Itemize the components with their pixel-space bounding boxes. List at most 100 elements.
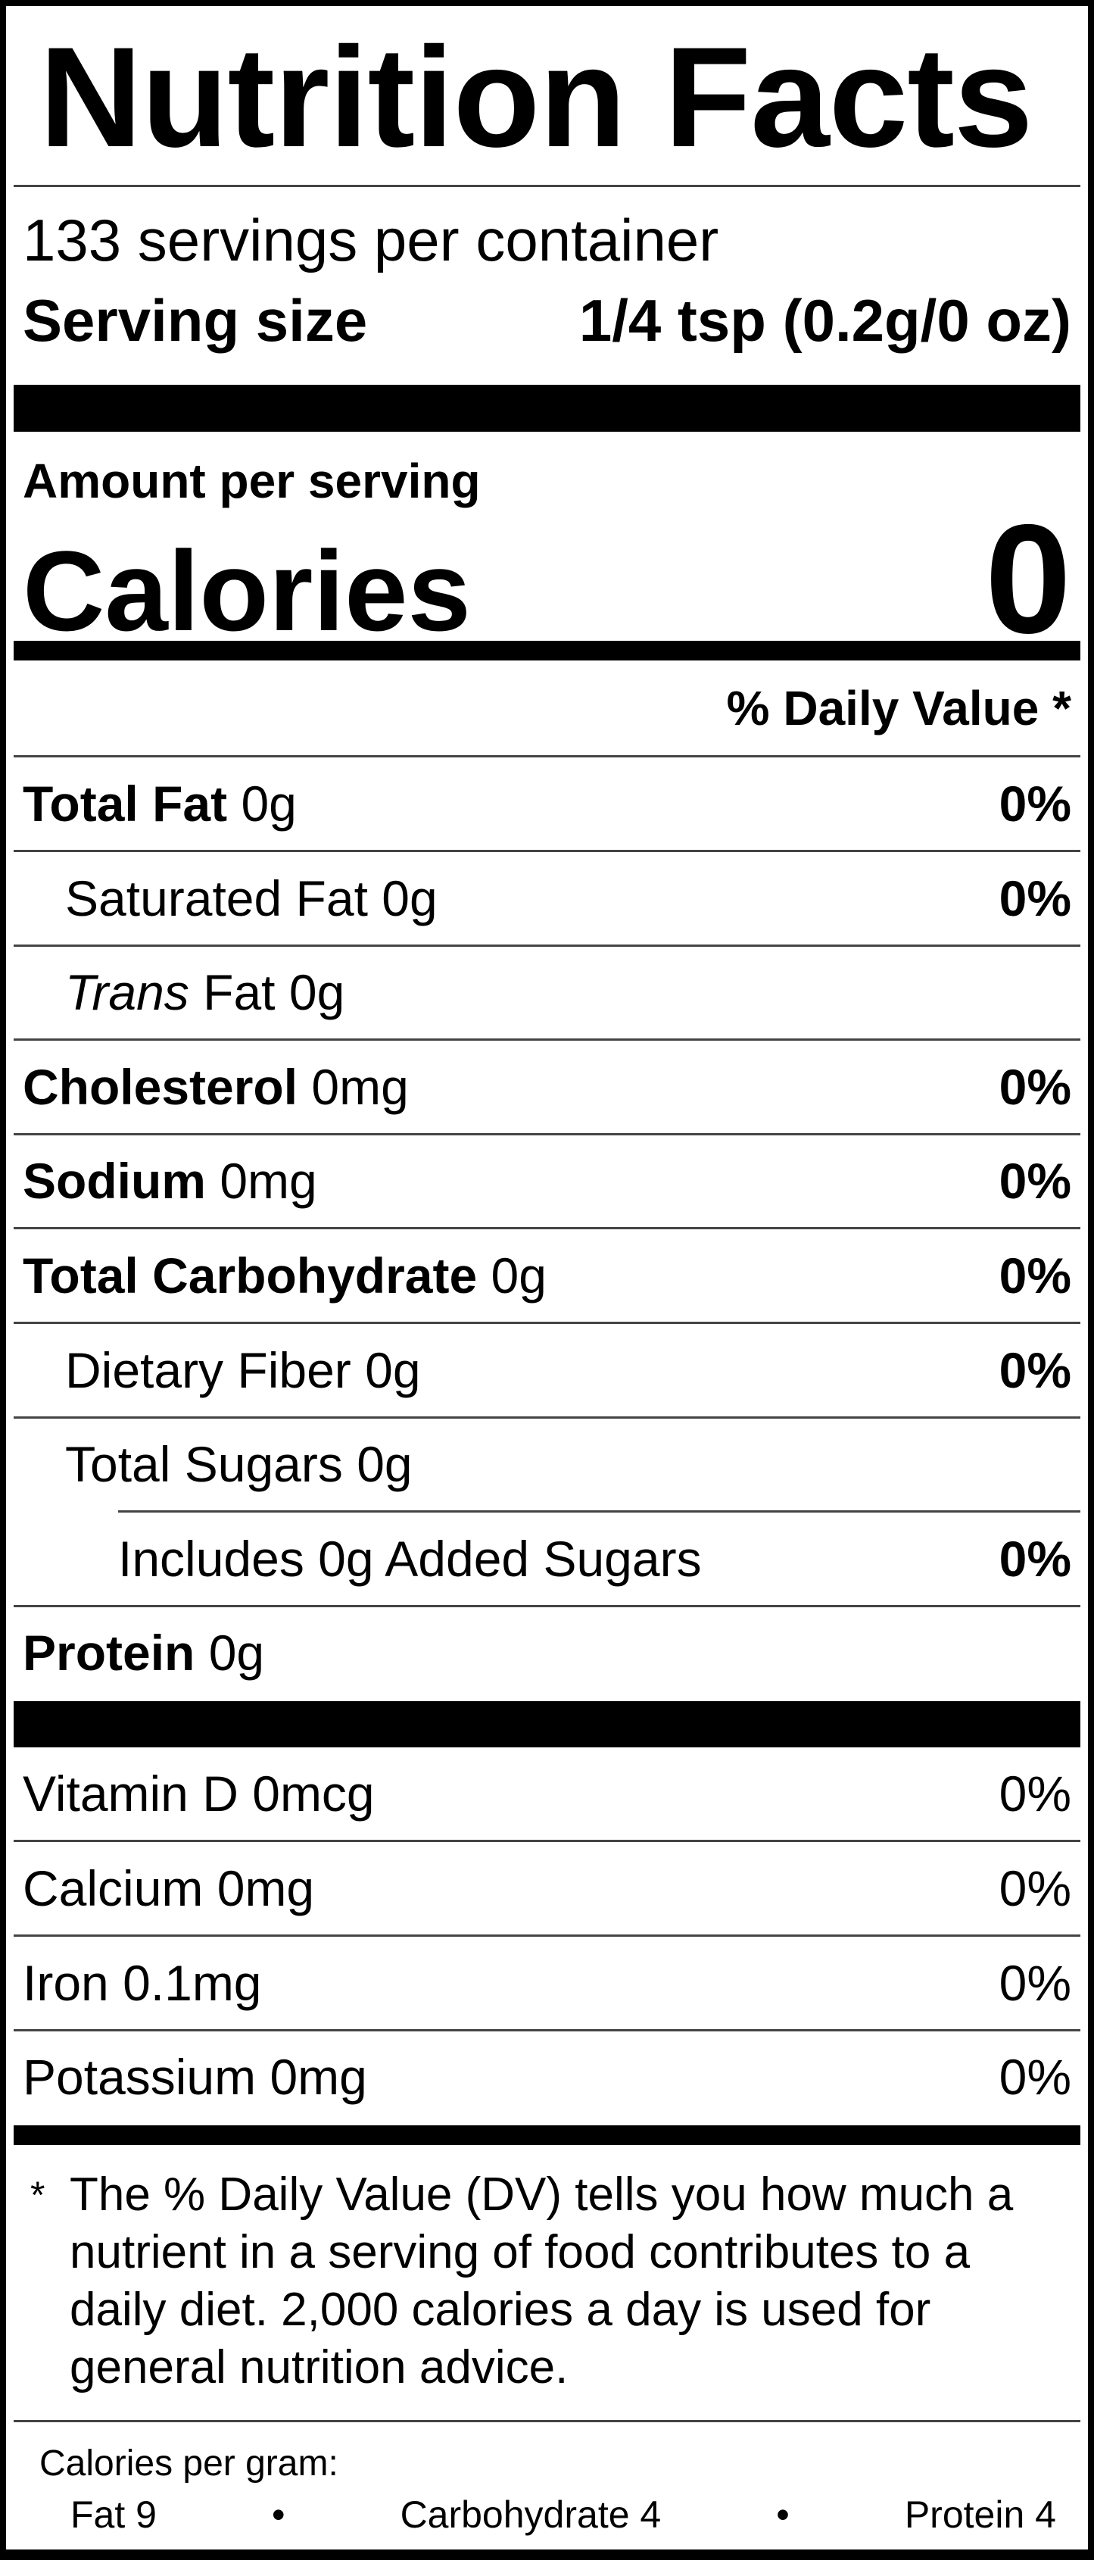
nutrient-name-amount: Trans Fat 0g <box>65 963 344 1021</box>
bullet: • <box>272 2493 285 2536</box>
footnote-asterisk: * <box>30 2174 45 2216</box>
vitamin-name-amount: Vitamin D 0mcg <box>23 1765 375 1822</box>
nutrient-name-amount: Total Fat 0g <box>23 775 297 832</box>
nutrient-name-suffix: Fat <box>203 964 276 1021</box>
nutrient-name-amount: Includes 0g Added Sugars <box>118 1530 702 1588</box>
nutrient-amount: 0g <box>491 1247 547 1304</box>
nutrient-name: Cholesterol <box>23 1058 298 1115</box>
nutrient-name-amount: Cholesterol 0mg <box>23 1058 409 1116</box>
vitamin-name-amount: Calcium 0mg <box>23 1859 314 1917</box>
nutrient-name: Total Fat <box>23 776 228 832</box>
divider <box>14 944 1080 947</box>
nutrient-row: Includes 0g Added Sugars 0% <box>14 1513 1080 1607</box>
nutrient-name: Total Sugars <box>65 1436 343 1493</box>
calories-per-gram-label: Calories per gram: <box>39 2443 338 2484</box>
vitamin-dv: 0% <box>999 2049 1071 2106</box>
serving-size-label: Serving size <box>23 287 368 354</box>
vitamin-row: Vitamin D 0mcg 0% <box>14 1747 1080 1842</box>
protein-calories: Protein 4 <box>904 2493 1056 2536</box>
nutrient-name-amount: Protein 0g <box>23 1624 264 1681</box>
nutrient-row: Protein 0g <box>14 1606 1080 1699</box>
divider <box>14 1604 1080 1607</box>
vitamin-dv: 0% <box>999 1766 1071 1822</box>
nutrient-row: Total Fat 0g 0% <box>14 757 1080 852</box>
calories-label: Calories <box>23 527 471 654</box>
divider <box>14 1322 1080 1324</box>
nutrient-amount: 0g <box>241 776 297 832</box>
vitamin-amount: 0mg <box>270 2049 367 2106</box>
nutrient-row: Cholesterol 0mg 0% <box>14 1041 1080 1135</box>
nutrient-row: Total Carbohydrate 0g 0% <box>14 1229 1080 1324</box>
vitamin-row: Calcium 0mg 0% <box>14 1842 1080 1937</box>
nutrient-dv: 0% <box>999 776 1071 832</box>
divider <box>14 1038 1080 1041</box>
divider <box>14 2028 1080 2031</box>
daily-value-header: % Daily Value * <box>726 681 1071 735</box>
vitamin-amount: 0mcg <box>252 1766 375 1822</box>
nutrient-amount: 0mg <box>311 1058 409 1115</box>
nutrient-amount: 0g <box>288 964 345 1021</box>
nutrient-amount: 0g <box>357 1436 413 1493</box>
nutrient-name: Saturated Fat <box>65 870 368 926</box>
nutrient-name-amount: Saturated Fat 0g <box>65 870 438 927</box>
thick-divider <box>14 1701 1080 1747</box>
nutrient-name: Dietary Fiber <box>65 1341 351 1398</box>
footnote-text: The % Daily Value (DV) tells you how muc… <box>70 2169 1014 2393</box>
thick-divider <box>14 385 1080 432</box>
nutrient-row: Trans Fat 0g <box>14 946 1080 1041</box>
nutrient-name-amount: Total Sugars 0g <box>65 1435 413 1493</box>
nutrient-row: Total Sugars 0g <box>14 1418 1080 1513</box>
vitamin-dv: 0% <box>999 1859 1071 1916</box>
vitamin-name: Iron <box>23 1954 109 2011</box>
carbohydrate-calories: Carbohydrate 4 <box>400 2493 662 2536</box>
nutrient-name-amount: Dietary Fiber 0g <box>65 1341 421 1399</box>
calories-row: Calories 0 <box>23 492 1071 666</box>
divider <box>14 185 1080 187</box>
nutrient-amount: 0g <box>208 1625 265 1681</box>
footnote: * The % Daily Value (DV) tells you how m… <box>30 2166 1045 2396</box>
nutrient-dv: 0% <box>999 870 1071 926</box>
nutrient-amount: 0mg <box>220 1153 317 1210</box>
divider <box>14 1840 1080 1842</box>
vitamin-row: Iron 0.1mg 0% <box>14 1937 1080 2031</box>
divider <box>14 2420 1080 2422</box>
nutrient-row: Saturated Fat 0g 0% <box>14 852 1080 947</box>
nutrient-row: Dietary Fiber 0g 0% <box>14 1324 1080 1419</box>
nutrient-name-amount: Total Carbohydrate 0g <box>23 1247 547 1304</box>
vitamin-row: Potassium 0mg 0% <box>14 2031 1080 2123</box>
calories-value: 0 <box>984 492 1071 666</box>
amount-per-serving: Amount per serving <box>23 454 481 508</box>
label-title: Nutrition Facts <box>39 17 1033 176</box>
nutrient-name-amount: Sodium 0mg <box>23 1152 317 1210</box>
divider <box>14 1227 1080 1230</box>
medium-divider <box>14 641 1080 660</box>
serving-size: Serving size 1/4 tsp (0.2g/0 oz) <box>23 286 1071 354</box>
bullet: • <box>776 2493 790 2536</box>
vitamin-name: Vitamin D <box>23 1766 238 1822</box>
nutrient-dv: 0% <box>999 1530 1071 1587</box>
nutrient-dv: 0% <box>999 1058 1071 1115</box>
vitamin-name-amount: Iron 0.1mg <box>23 1954 262 2012</box>
divider <box>14 850 1080 852</box>
vitamin-name: Potassium <box>23 2049 257 2106</box>
vitamin-dv: 0% <box>999 1954 1071 2011</box>
serving-size-value: 1/4 tsp (0.2g/0 oz) <box>578 287 1071 354</box>
divider <box>118 1510 1080 1513</box>
nutrient-dv: 0% <box>999 1153 1071 1210</box>
vitamin-amount: 0mg <box>217 1859 315 1916</box>
nutrient-amount: 0g <box>365 1341 421 1398</box>
nutrient-name: Sodium <box>23 1153 206 1210</box>
vitamin-amount: 0.1mg <box>123 1954 262 2011</box>
divider <box>14 1132 1080 1135</box>
divider <box>14 1416 1080 1419</box>
divider <box>14 755 1080 757</box>
vitamin-name-amount: Potassium 0mg <box>23 2048 367 2106</box>
nutrient-name: Protein <box>23 1625 195 1681</box>
vitamin-name: Calcium <box>23 1859 204 1916</box>
nutrient-name: Includes 0g Added Sugars <box>118 1530 702 1587</box>
fat-calories: Fat 9 <box>70 2493 157 2536</box>
nutrient-dv: 0% <box>999 1341 1071 1398</box>
divider <box>14 1934 1080 1937</box>
nutrient-row: Sodium 0mg 0% <box>14 1135 1080 1230</box>
